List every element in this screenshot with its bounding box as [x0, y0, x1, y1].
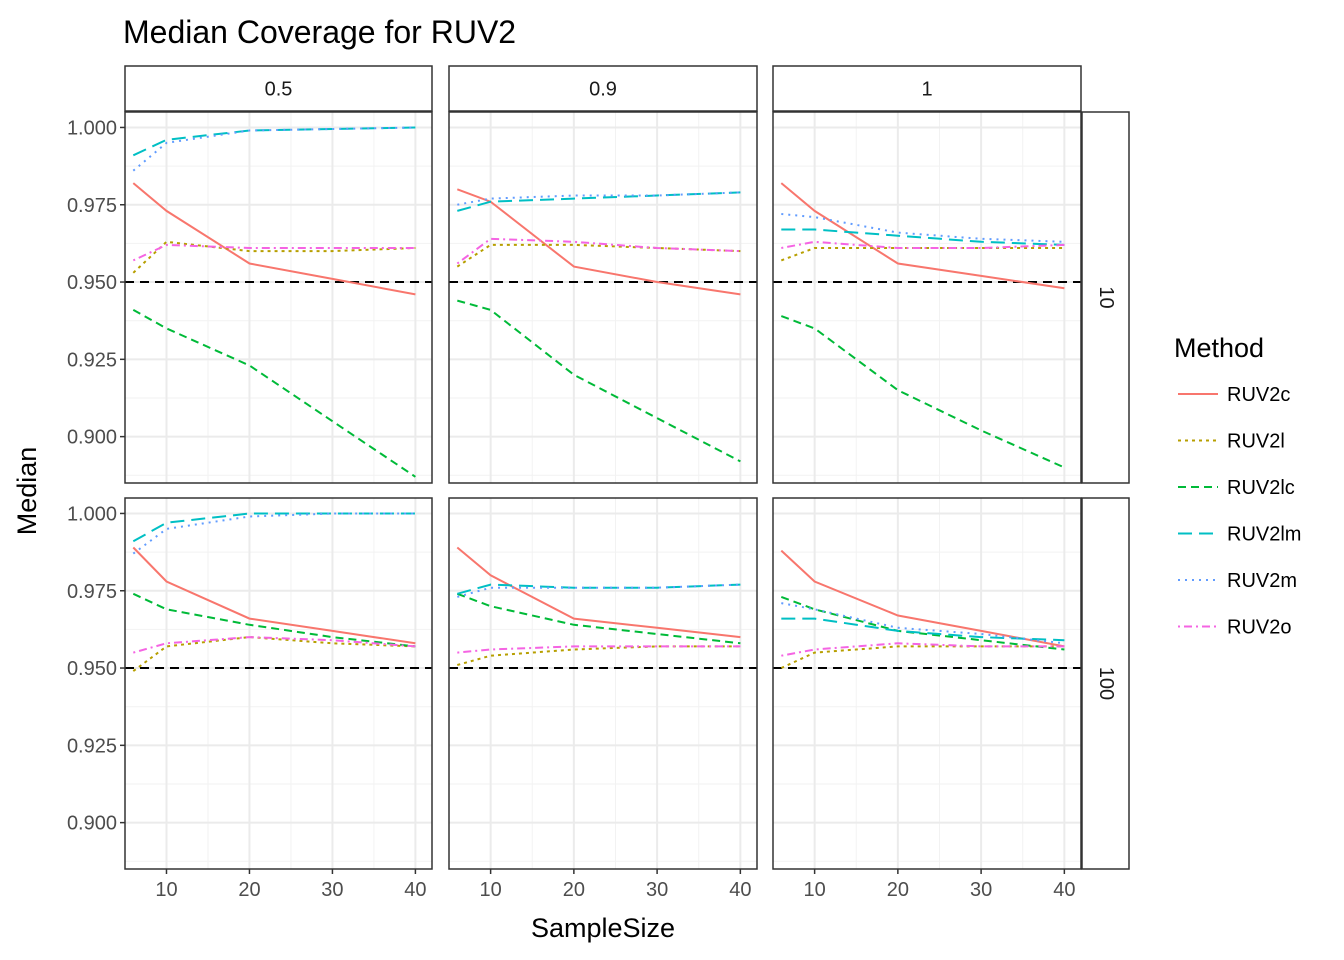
- series-line-RUV2c: [132, 182, 416, 296]
- y-tick-label: 0.925: [67, 735, 117, 757]
- series-line-RUV2m: [132, 126, 416, 172]
- column-strip: [772, 65, 1082, 112]
- y-axis-title: Median: [12, 447, 42, 536]
- series-line-RUV2lm: [781, 617, 1065, 642]
- panel-border: [772, 497, 1082, 870]
- x-tick-label: 10: [155, 879, 177, 901]
- series-line-RUV2c: [780, 549, 1065, 648]
- series-line-RUV2lm: [781, 228, 1065, 246]
- x-tick-label: 20: [238, 879, 260, 901]
- row-strip: [1081, 497, 1130, 870]
- series-line-RUV2l: [457, 645, 741, 666]
- series-line-RUV2l: [132, 240, 416, 274]
- series-line-RUV2o: [781, 642, 1065, 657]
- series-line-RUV2c: [780, 182, 1065, 290]
- series-line-RUV2m: [781, 213, 1065, 243]
- row-strip-label: 100: [1095, 667, 1117, 700]
- series-line-RUV2o: [132, 243, 416, 262]
- series-line-RUV2m: [781, 602, 1065, 645]
- y-tick-label: 0.900: [67, 427, 117, 449]
- series-line-RUV2lc: [780, 315, 1065, 469]
- facet-panel: 10 20 30 40: [448, 497, 758, 901]
- panel-background: [773, 498, 1081, 869]
- legend-label-RUV2o: RUV2o: [1227, 617, 1291, 639]
- facet-panel: 10 20 30 40: [772, 497, 1082, 901]
- x-tick-label: 30: [646, 879, 668, 901]
- y-tick-label: 0.975: [67, 195, 117, 217]
- x-tick-label: 30: [321, 879, 343, 901]
- facet-panel: 10 20 30 40 0.900 0.925 0.950 0.975 1.000: [67, 497, 433, 901]
- series-line-RUV2lm: [132, 512, 416, 543]
- row-strip-label: 10: [1095, 286, 1117, 308]
- x-tick-label: 40: [404, 879, 426, 901]
- series-line-RUV2c: [456, 188, 741, 296]
- column-strip-label: 1: [921, 79, 932, 101]
- panel-border: [772, 111, 1082, 484]
- legend-label-RUV2c: RUV2c: [1227, 384, 1290, 406]
- panel-background: [449, 112, 757, 483]
- legend-label-RUV2m: RUV2m: [1227, 570, 1297, 592]
- facet-panel: [448, 111, 758, 484]
- panel-border: [124, 497, 433, 870]
- x-tick-label: 40: [1053, 879, 1075, 901]
- panel-background: [125, 498, 432, 869]
- y-tick-label: 0.900: [67, 813, 117, 835]
- series-line-RUV2o: [457, 645, 741, 654]
- x-tick-label: 40: [729, 879, 751, 901]
- facet-panels: 0.5 0.9 1 10 100 0.900 0.925 0.950 0.975 1.000 10 2…: [67, 65, 1130, 901]
- panel-background: [449, 498, 757, 869]
- series-line-RUV2o: [456, 237, 741, 265]
- series-line-RUV2lm: [457, 583, 741, 595]
- column-strip-label: 0.9: [589, 79, 617, 101]
- x-tick-label: 20: [887, 879, 909, 901]
- series-line-RUV2c: [132, 546, 416, 645]
- chart-title: Median Coverage for RUV2: [123, 14, 516, 50]
- x-tick-label: 30: [970, 879, 992, 901]
- y-tick-label: 0.975: [67, 581, 117, 603]
- series-line-RUV2o: [781, 240, 1065, 249]
- series-line-RUV2lc: [132, 592, 416, 648]
- column-strip: [124, 65, 433, 112]
- x-tick-label: 10: [803, 879, 825, 901]
- legend-label-RUV2lm: RUV2lm: [1227, 524, 1301, 546]
- series-line-RUV2lc: [132, 309, 416, 478]
- series-line-RUV2c: [456, 546, 741, 639]
- series-line-RUV2lm: [457, 191, 741, 212]
- y-tick-label: 0.950: [67, 272, 117, 294]
- x-tick-label: 20: [563, 879, 585, 901]
- panel-background: [773, 112, 1081, 483]
- series-line-RUV2m: [457, 191, 741, 206]
- series-line-RUV2lc: [456, 592, 741, 645]
- panel-border: [124, 111, 433, 484]
- series-line-RUV2l: [780, 247, 1065, 262]
- x-axis-title: SampleSize: [531, 913, 675, 943]
- legend-label-RUV2lc: RUV2lc: [1227, 477, 1295, 499]
- legend-label-RUV2l: RUV2l: [1227, 431, 1285, 453]
- series-line-RUV2lm: [132, 126, 416, 157]
- y-tick-label: 1.000: [67, 117, 117, 139]
- series-line-RUV2o: [133, 636, 416, 654]
- legend: Method RUV2c RUV2l RUV2lc RUV2lm RUV2m RUV2o: [1174, 333, 1301, 639]
- panel-background: [125, 112, 432, 483]
- series-line-RUV2lc: [457, 299, 741, 463]
- facet-panel: [772, 111, 1082, 484]
- x-tick-label: 10: [479, 879, 501, 901]
- y-tick-label: 0.925: [67, 349, 117, 371]
- y-tick-label: 1.000: [67, 503, 117, 525]
- legend-title: Method: [1174, 333, 1264, 363]
- column-strip-label: 0.5: [265, 79, 293, 101]
- y-tick-label: 0.950: [67, 658, 117, 680]
- facet-panel: 0.900 0.925 0.950 0.975 1.000: [67, 111, 433, 484]
- panel-border: [448, 497, 758, 870]
- panel-border: [448, 111, 758, 484]
- row-strip: [1081, 111, 1130, 484]
- column-strip: [448, 65, 758, 112]
